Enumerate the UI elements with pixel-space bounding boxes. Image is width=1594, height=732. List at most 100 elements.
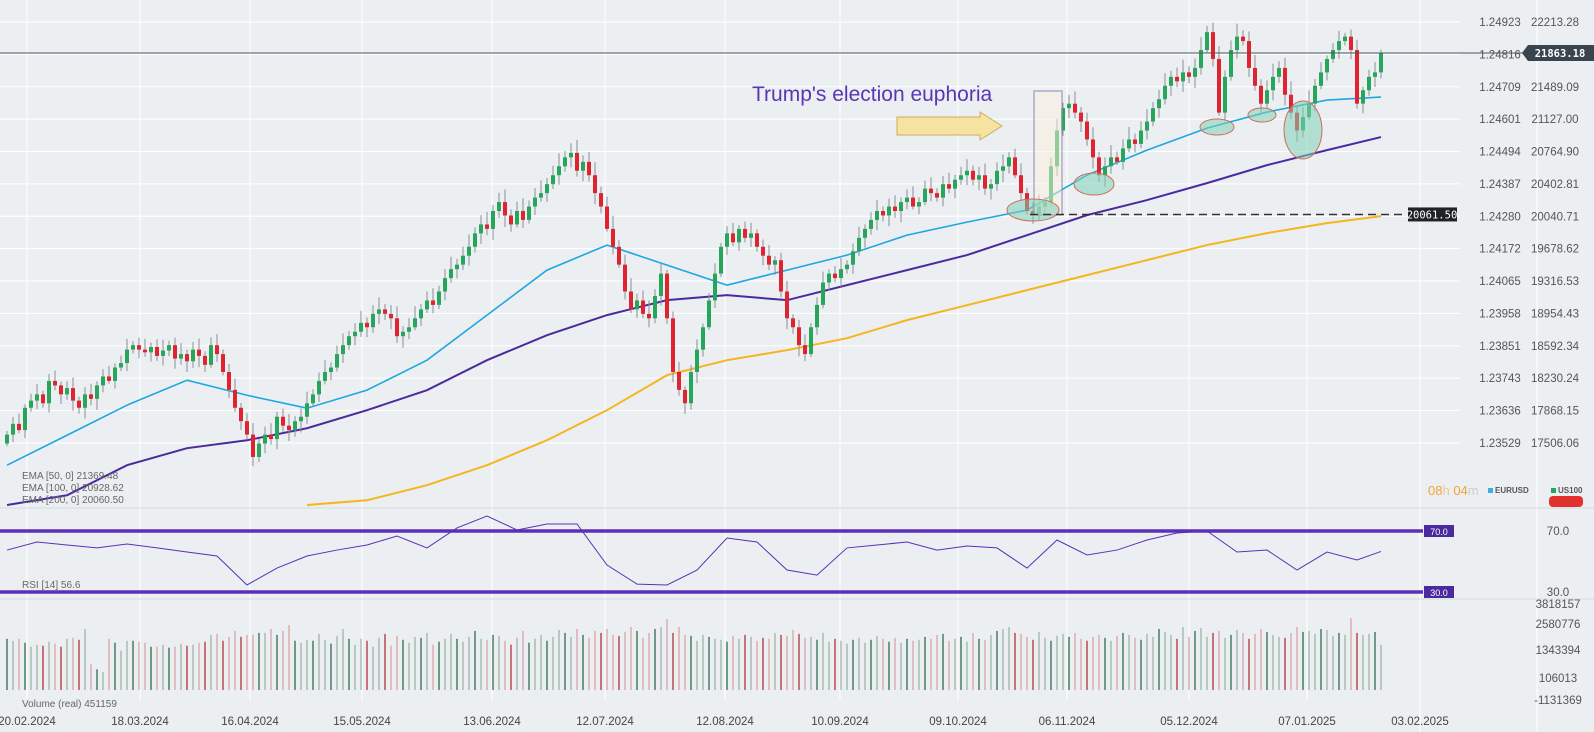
candle-down xyxy=(395,318,399,337)
candle-up xyxy=(707,300,711,328)
legend: EMA [50, 0] 21369.48 EMA [100, 0] 20928.… xyxy=(22,471,1583,710)
rsi-level-label: 70.0 xyxy=(1430,527,1448,537)
eurusd-color-icon xyxy=(1488,488,1493,493)
candle-down xyxy=(779,260,783,292)
candle-down xyxy=(647,313,651,319)
support-label: 20061.50 xyxy=(1407,209,1458,221)
candle-up xyxy=(497,202,501,212)
candle-up xyxy=(125,349,129,364)
candle-up xyxy=(29,400,33,408)
candle-up xyxy=(1061,108,1065,131)
candle-up xyxy=(317,380,321,395)
support-label-box xyxy=(1408,207,1457,222)
candle-down xyxy=(107,376,111,381)
candle-up xyxy=(311,394,315,404)
eurusd-tick-label: 1.23851 xyxy=(1479,341,1521,353)
candle-up xyxy=(5,434,9,444)
us100-legend[interactable]: US100 xyxy=(1558,486,1583,495)
candle-up xyxy=(857,237,861,252)
candle-up xyxy=(191,349,195,362)
candle-up xyxy=(899,202,903,212)
price-tick-label: 20040.71 xyxy=(1531,211,1579,223)
eurusd-legend[interactable]: EURUSD xyxy=(1495,486,1529,495)
candle-up xyxy=(533,197,537,207)
candle-up xyxy=(101,376,105,386)
candle-up xyxy=(257,443,261,457)
eurusd-tick-label: 1.24923 xyxy=(1479,17,1521,29)
candle-up xyxy=(467,246,471,256)
candle-up xyxy=(923,188,927,203)
candle-down xyxy=(683,389,687,404)
candle-down xyxy=(593,175,597,194)
candle-up xyxy=(1199,50,1203,68)
candle-down xyxy=(629,291,633,310)
candle-down xyxy=(233,389,237,408)
candle-up xyxy=(377,309,381,314)
price-tick-label: 21127.00 xyxy=(1531,114,1578,126)
candle-down xyxy=(53,380,57,386)
price-tick-label: 18592.34 xyxy=(1531,341,1580,353)
ema200-legend: EMA [200, 0] 20060.50 xyxy=(22,495,124,506)
eurusd-tick-label: 1.24709 xyxy=(1479,82,1521,94)
price-tick-label: 20764.90 xyxy=(1531,147,1579,159)
candle-down xyxy=(1085,121,1089,140)
highlight-ellipse xyxy=(1283,100,1323,160)
candle-down xyxy=(77,400,81,408)
candle-up xyxy=(845,264,849,270)
price-tick-label: 18230.24 xyxy=(1531,373,1580,385)
candle-up xyxy=(1337,41,1341,51)
candle-down xyxy=(239,407,243,422)
candle-down xyxy=(731,233,735,243)
candle-up xyxy=(659,273,663,296)
candle-down xyxy=(791,318,795,328)
candle-up xyxy=(1277,67,1281,77)
volume-panel: 3818157 2580776 1343394 106013 -1131369 xyxy=(6,599,1582,707)
candle-up xyxy=(1157,99,1161,109)
candle-down xyxy=(389,313,393,319)
rsi-panel: 70.0 70.0 30.0 30.0 xyxy=(0,515,1569,599)
candle-up xyxy=(161,350,165,356)
x-tick-label: 15.05.2024 xyxy=(333,716,391,728)
candle-up xyxy=(461,255,465,265)
candle-up xyxy=(917,202,921,207)
price-tick-label: 17868.15 xyxy=(1531,406,1579,418)
candle-up xyxy=(1193,67,1197,77)
eurusd-tick-label: 1.24387 xyxy=(1479,179,1521,191)
candle-down xyxy=(611,228,615,247)
candle-up xyxy=(1229,50,1233,77)
rsi-level-box xyxy=(1424,525,1454,537)
us100-status-badge[interactable] xyxy=(1549,496,1583,507)
candle-up xyxy=(689,371,693,404)
candle-up xyxy=(713,273,717,301)
candle-up xyxy=(35,394,39,401)
price-tick-label: 19678.62 xyxy=(1531,244,1579,256)
candle-up xyxy=(551,175,555,185)
candle-down xyxy=(1253,67,1257,86)
candle-up xyxy=(1367,76,1371,91)
candle-up xyxy=(869,219,873,229)
ema50-legend: EMA [50, 0] 21369.48 xyxy=(22,471,119,482)
candle-down xyxy=(1259,85,1263,104)
eurusd-tick-label: 1.24065 xyxy=(1479,276,1521,288)
eurusd-tick-label: 1.24601 xyxy=(1479,114,1521,126)
candle-up xyxy=(479,224,483,234)
candle-up xyxy=(1001,166,1005,171)
candle-up xyxy=(863,228,867,238)
candle-up xyxy=(905,197,909,203)
candle-up xyxy=(437,291,441,305)
candle-up xyxy=(353,331,357,337)
candle-down xyxy=(431,300,435,305)
candle-up xyxy=(275,416,279,440)
candle-up xyxy=(827,273,831,283)
x-tick-label: 18.03.2024 xyxy=(111,716,169,728)
candle-down xyxy=(173,345,177,359)
candle-up xyxy=(335,354,339,368)
candle-down xyxy=(743,228,747,238)
ema-line-100 xyxy=(6,136,1382,506)
candle-up xyxy=(407,327,411,332)
candle-down xyxy=(143,349,147,353)
candle-up xyxy=(1145,121,1149,131)
candle-down xyxy=(197,349,201,356)
annotations: Trump's election euphoria xyxy=(752,83,1323,222)
